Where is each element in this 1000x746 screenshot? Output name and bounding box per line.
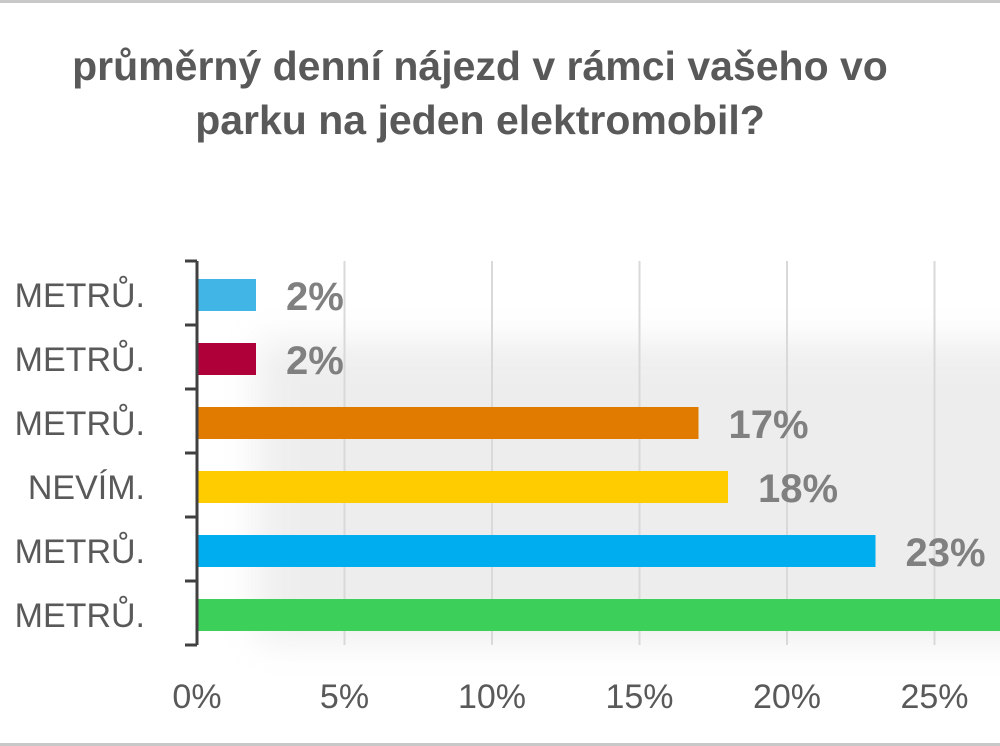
x-tick-label: 0% [172,678,221,716]
category-label: METRŮ. [15,532,145,571]
chart-title-line-2: parku na jeden elektromobil? [195,97,765,143]
x-tick-label: 15% [605,678,673,716]
category-label: METRŮ. [15,596,145,635]
x-tick-label: 20% [753,678,821,716]
x-tick-label: 10% [458,678,526,716]
x-tick-label: 5% [320,678,369,716]
bar [197,407,699,439]
bar [197,599,1000,631]
bar [197,535,876,567]
bar-chart: METRŮ. 2% METRŮ. 2% METRŮ. 17% NEVÍM. 18% METRŮ.… [15,259,1000,716]
data-label: 2% [286,339,344,383]
x-tick-label: 25% [900,678,968,716]
bar [197,279,256,311]
bar [197,343,256,375]
data-label: 17% [729,403,809,447]
category-label: METRŮ. [15,340,145,379]
chart-title-line-1: průměrný denní nájezd v rámci vašeho vo [72,43,888,89]
category-label: NEVÍM. [28,469,145,507]
data-label: 23% [906,531,986,575]
category-label: METRŮ. [15,404,145,443]
data-label: 2% [286,275,344,319]
chart-title: průměrný denní nájezd v rámci vašeho vo … [0,39,960,147]
data-label: 18% [758,467,838,511]
bar [197,471,728,503]
category-label: METRŮ. [15,276,145,315]
